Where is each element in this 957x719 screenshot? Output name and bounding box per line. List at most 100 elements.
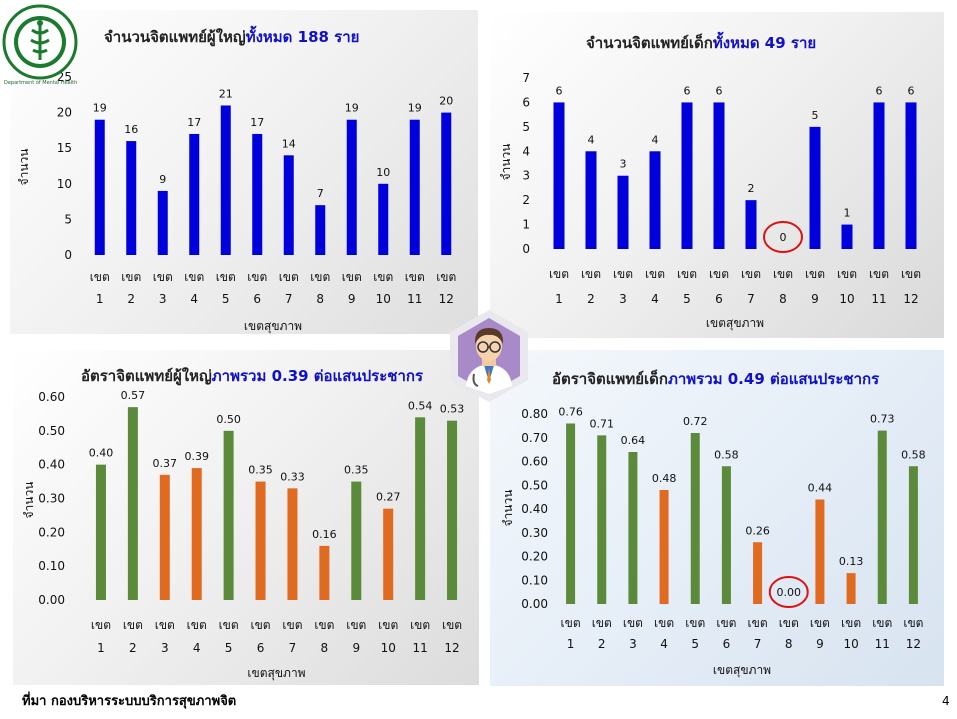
category-number: 5 [683, 292, 691, 306]
category-number: 2 [587, 292, 595, 306]
category-number: 11 [871, 292, 886, 306]
y-tick-label: 0.00 [521, 597, 548, 611]
category-number: 10 [381, 641, 396, 655]
logo-caption: Department of Mental Health [4, 80, 78, 86]
data-label: 0.35 [248, 464, 273, 477]
bar [346, 119, 357, 255]
category-label: เขต [282, 618, 302, 632]
category-label: เขต [841, 616, 861, 630]
category-number: 1 [567, 637, 575, 651]
category-number: 12 [906, 637, 921, 651]
data-label: 0.64 [621, 434, 646, 447]
data-label: 17 [187, 116, 201, 129]
y-axis-label: จำนวน [17, 149, 31, 186]
x-axis-label: เขตสุขภาพ [706, 316, 764, 331]
category-label: เขต [613, 267, 633, 281]
data-label: 3 [620, 158, 627, 171]
category-number: 9 [348, 292, 356, 306]
data-label: 0.50 [216, 413, 241, 426]
data-label: 5 [812, 109, 819, 122]
category-number: 11 [412, 641, 427, 655]
category-label: เขต [748, 616, 768, 630]
data-label: 0.27 [376, 491, 401, 504]
page-number: 4 [942, 694, 950, 708]
bar [809, 126, 821, 249]
bar [617, 175, 629, 249]
category-number: 7 [285, 292, 293, 306]
bar [409, 119, 420, 255]
category-number: 7 [754, 637, 762, 651]
chart-title: จำนวนจิตแพทย์เด็กทั้งหมด 49 ราย [586, 34, 817, 52]
category-label: เขต [90, 270, 110, 284]
bar [873, 102, 885, 249]
category-label: เขต [872, 616, 892, 630]
y-tick-label: 5 [522, 120, 530, 134]
data-label: 6 [908, 84, 915, 97]
x-axis-label: เขตสุขภาพ [713, 663, 771, 678]
data-label: 0.48 [652, 472, 677, 485]
data-label: 0.37 [153, 457, 178, 470]
category-number: 4 [190, 292, 198, 306]
category-label: เขต [837, 267, 857, 281]
data-label: 0.58 [714, 448, 739, 461]
category-number: 3 [161, 641, 169, 655]
category-label: เขต [410, 618, 430, 632]
category-label: เขต [654, 616, 674, 630]
data-label: 0.44 [808, 482, 833, 495]
data-label: 19 [345, 102, 359, 115]
bar [649, 151, 661, 249]
category-label: เขต [901, 267, 921, 281]
y-tick-label: 7 [522, 71, 530, 85]
bar [255, 481, 266, 600]
category-label: เขต [314, 618, 334, 632]
category-label: เขต [279, 270, 299, 284]
data-label: 6 [684, 84, 691, 97]
category-label: เขต [442, 618, 462, 632]
data-label: 0.13 [839, 555, 864, 568]
category-label: เขต [581, 267, 601, 281]
data-label: 0.39 [184, 450, 209, 463]
y-tick-label: 0.50 [38, 424, 65, 438]
category-label: เขต [623, 616, 643, 630]
source-note: ที่มา กองบริหารระบบบริการสุขภาพจิต [22, 694, 237, 709]
category-number: 7 [747, 292, 755, 306]
category-number: 12 [903, 292, 918, 306]
y-tick-label: 5 [64, 212, 72, 226]
category-label: เขต [903, 616, 923, 630]
y-tick-label: 20 [57, 106, 72, 120]
category-label: เขต [773, 267, 793, 281]
category-label: เขต [250, 618, 270, 632]
data-label: 20 [439, 95, 453, 108]
category-number: 6 [715, 292, 723, 306]
category-number: 1 [555, 292, 563, 306]
adult-count-chart: 0510152025จำนวนเขตสุขภาพ19เขต116เขต29เขต… [17, 70, 456, 334]
bar [252, 133, 263, 255]
data-label: 0.00 [777, 586, 802, 599]
category-number: 5 [222, 292, 230, 306]
category-label: เขต [342, 270, 362, 284]
data-label: 0.26 [745, 524, 770, 537]
bar [908, 466, 918, 604]
bar [745, 200, 757, 249]
category-label: เขต [685, 616, 705, 630]
y-tick-label: 0.80 [521, 407, 548, 421]
y-tick-label: 0.50 [521, 478, 548, 492]
data-label: 0.76 [558, 406, 583, 419]
y-tick-label: 2 [522, 193, 530, 207]
category-number: 5 [225, 641, 233, 655]
bar [441, 112, 452, 255]
category-number: 2 [129, 641, 137, 655]
y-tick-label: 15 [57, 141, 72, 155]
category-label: เขต [592, 616, 612, 630]
data-label: 7 [317, 187, 324, 200]
doctor-avatar-icon [446, 308, 532, 404]
data-label: 6 [556, 84, 563, 97]
data-label: 17 [250, 116, 264, 129]
data-label: 4 [588, 133, 595, 146]
category-number: 8 [321, 641, 329, 655]
bar [94, 119, 105, 255]
category-label: เขต [549, 267, 569, 281]
y-axis-label: จำนวน [22, 482, 36, 519]
bar [378, 183, 389, 255]
